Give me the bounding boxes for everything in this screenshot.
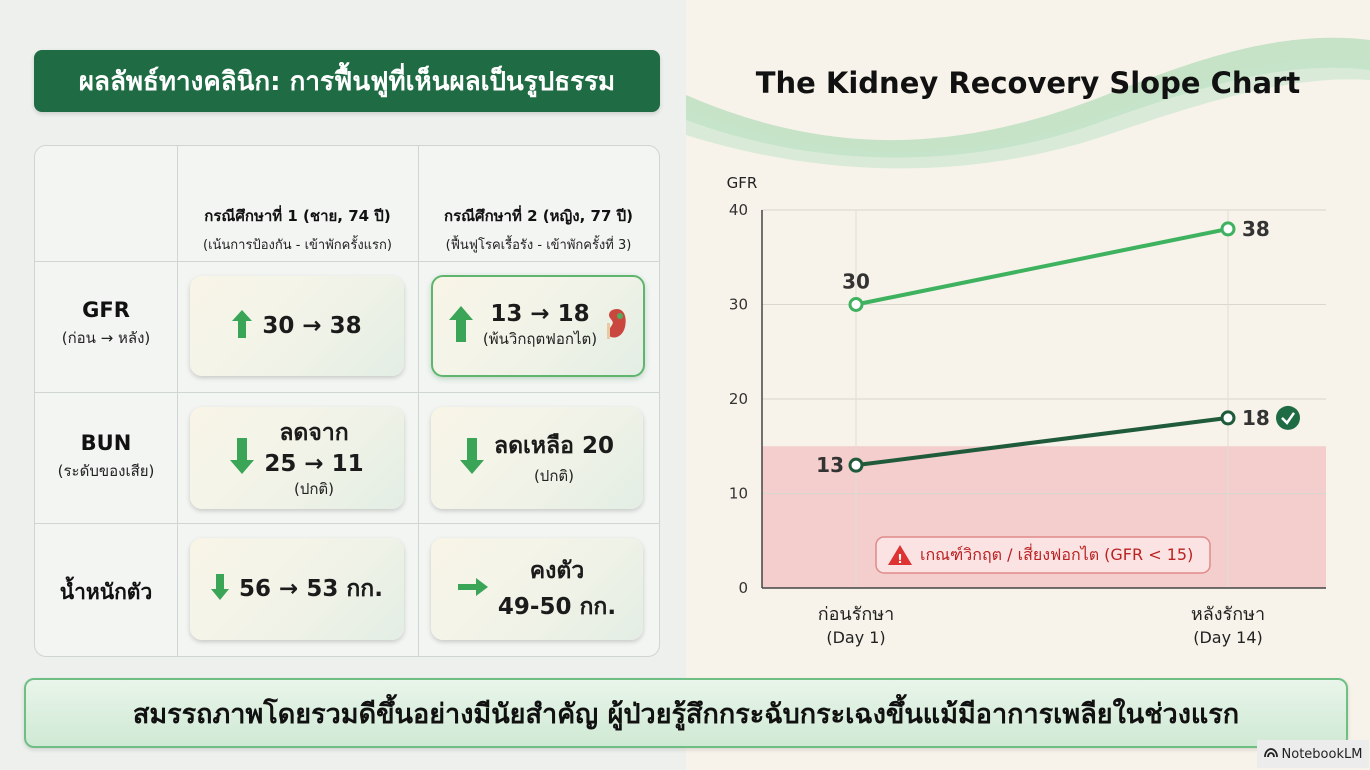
y-tick-label: 0 [738,579,748,597]
y-tick-label: 40 [729,201,748,219]
row-label-gfr: GFR (ก่อน → หลัง) [35,298,177,350]
notebooklm-icon [1263,747,1278,762]
series-line [855,226,1229,307]
x-tick-label: หลังรักษา [1191,604,1265,625]
data-label: 38 [1242,217,1270,241]
column-title: กรณีศึกษาที่ 1 (ชาย, 74 ปี) [204,207,391,225]
data-point [1220,410,1236,426]
series-line [855,415,1229,468]
cell-line1: ลดจาก [279,420,349,446]
data-point [848,457,864,473]
slope-chart: 0 10 20 30 40 GFR ก่อนรักษา (Day 1) หลังรักษา (Da… [727,174,1326,647]
arrow-up-icon [232,310,253,342]
row-label-subtitle: (ก่อน → หลัง) [61,329,151,347]
cell-value: ลดเหลือ 20 [494,433,614,459]
cell-value: 49-50 กก. [497,594,617,620]
row-label-bun: BUN (ระดับของเสีย) [35,431,177,483]
kidney-icon [603,307,627,345]
row-label-title: น้ำหนักตัว [59,580,153,604]
cell-weight-case2: คงตัว 49-50 กก. [431,538,643,640]
arrow-down-icon [460,438,484,478]
y-axis-label: GFR [727,174,758,192]
table-divider [177,146,178,656]
y-tick-label: 10 [729,485,748,503]
data-label: 30 [842,270,870,294]
cell-gfr-case1: 30 → 38 [190,276,404,376]
y-tick-label: 20 [729,390,748,408]
column-subtitle: (เน้นการป้องกัน - เข้าพักครั้งแรก) [203,238,392,253]
footer-banner: สมรรถภาพโดยรวมดีขึ้นอย่างมีนัยสำคัญ ผู้ป… [24,678,1348,748]
x-tick-label: ก่อนรักษา [818,604,895,625]
table-divider [35,261,659,262]
cell-note: (พ้นวิกฤตฟอกไต) [482,330,598,348]
column-header-case2: กรณีศึกษาที่ 2 (หญิง, 77 ปี) (ฟื้นฟูโรคเ… [418,204,659,255]
cell-gfr-case2: 13 → 18 (พ้นวิกฤตฟอกไต) [431,275,645,377]
table-divider [35,523,659,524]
row-label-subtitle: (ระดับของเสีย) [57,462,155,480]
row-label-title: BUN [80,431,132,455]
cell-value: 25 → 11 [264,451,364,477]
data-label: 18 [1242,406,1270,430]
table-divider [418,146,419,656]
y-tick-label: 30 [729,296,748,314]
cell-note: (ปกติ) [533,467,575,485]
row-label-title: GFR [82,298,130,322]
brand-name: NotebookLM [1281,746,1363,762]
brand-badge: NotebookLM [1257,740,1369,768]
cell-value: 13 → 18 [490,301,590,327]
chart-title: The Kidney Recovery Slope Chart [755,66,1301,100]
check-icon-mark [1281,412,1296,425]
header-title: ผลลัพธ์ทางคลินิก: การฟื้นฟูที่เห็นผลเป็น… [78,66,616,97]
cell-bun-case2: ลดเหลือ 20 (ปกติ) [431,407,643,509]
column-header-case1: กรณีศึกษาที่ 1 (ชาย, 74 ปี) (เน้นการป้อง… [177,204,418,255]
cell-weight-case1: 56 → 53 กก. [190,538,404,640]
warning-icon [888,545,912,565]
column-subtitle: (ฟื้นฟูโรคเรื้อรัง - เข้าพักครั้งที่ 3) [445,238,632,253]
check-icon [1276,405,1300,430]
column-title: กรณีศึกษาที่ 2 (หญิง, 77 ปี) [444,207,633,225]
warning-icon-mark: ! [897,552,902,566]
cell-value: 56 → 53 กก. [239,576,383,602]
threshold-label: เกณฑ์วิกฤต / เสี่ยงฟอกไต (GFR < 15) [920,543,1193,564]
data-point [848,297,864,312]
threshold-label-box [875,536,1211,574]
cell-bun-case1: ลดจาก 25 → 11 (ปกติ) [190,407,404,509]
arrow-down-icon [211,574,230,604]
arrow-up-icon [448,306,473,346]
row-label-weight: น้ำหนักตัว [35,576,177,609]
header-banner: ผลลัพธ์ทางคลินิก: การฟื้นฟูที่เห็นผลเป็น… [34,50,660,112]
cell-line1: คงตัว [529,558,585,584]
x-tick-sublabel: (Day 14) [1193,628,1263,647]
table-divider [35,392,659,393]
footer-text: สมรรถภาพโดยรวมดีขึ้นอย่างมีนัยสำคัญ ผู้ป… [132,698,1240,730]
arrow-down-icon [230,438,255,478]
cell-value: 30 → 38 [262,313,362,339]
data-point [1220,221,1236,237]
data-label: 13 [816,453,844,477]
comparison-table: กรณีศึกษาที่ 1 (ชาย, 74 ปี) (เน้นการป้อง… [34,145,660,657]
x-tick-sublabel: (Day 1) [826,628,885,647]
arrow-right-icon [457,578,488,600]
cell-note: (ปกติ) [293,480,335,498]
decorative-swoosh [686,37,1370,169]
